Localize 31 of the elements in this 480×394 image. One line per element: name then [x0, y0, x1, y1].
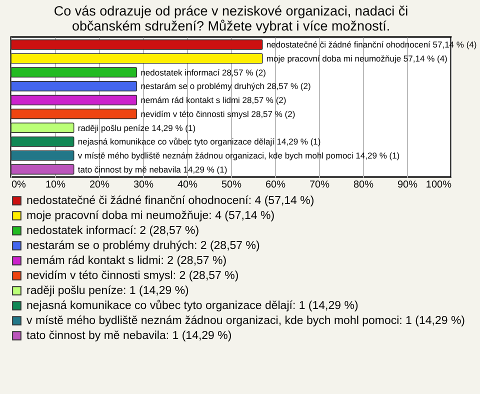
x-tick-label: 20% [89, 180, 110, 190]
legend-label: raději pošlu peníze: 1 (14,29 %) [26, 284, 190, 297]
data-label: nevidím v této činnosti smysl 28,57 % (2) [140, 108, 296, 119]
legend-label: moje pracovní doba mi neumožňuje: 4 (57,14 %) [26, 210, 275, 222]
chart-title: Co vás odrazuje od práce v neziskové organizaci, nadaci či občanském sdružení? Můžete vybrat i více možností. [54, 4, 408, 34]
data-label: nejasná komunikace co vůbec tyto organizace dělají 14,29 % (1) [78, 136, 321, 147]
legend-label: nejasná komunikace co vůbec tyto organizace dělají: 1 (14,29 %) [26, 298, 358, 312]
x-tick-label: 40% [177, 180, 198, 190]
legend-label: nestarám se o problémy druhých: 2 (28,57 %) [26, 240, 260, 252]
legend-label: nedostatečné či žádné finanční ohodnocení: 4 (57,14 %) [26, 194, 314, 207]
x-tick-label: 60% [265, 180, 286, 190]
legend-label: v místě mého bydliště neznám žádnou organizaci, kde bych mohl pomoci: 1 (14,29 %) [26, 314, 466, 327]
data-label: nestarám se o problémy druhých 28,57 % (2) [140, 81, 311, 92]
legend-label: nemám rád kontakt s lidmi: 2 (28,57 %) [26, 254, 227, 267]
legend-label: nevidím v této činnosti smysl: 2 (28,57 %) [26, 270, 239, 282]
data-label: tato činnost by mě nebavila 14,29 % (1) [78, 164, 228, 174]
x-tick-label: 100% [426, 180, 452, 190]
x-tick-label: 90% [397, 180, 418, 190]
data-label: moje pracovní doba mi neumožňuje 57,14 % (4) [266, 53, 448, 64]
legend-label: nedostatek informací: 2 (28,57 %) [26, 224, 200, 237]
x-tick-label: 70% [309, 180, 330, 190]
data-label: nemám rád kontakt s lidmi 28,57 % (2) [140, 95, 286, 106]
data-label: v místě mého bydliště neznám žádnou organizaci, kde bych mohl pomoci 14,29 % (1) [78, 150, 400, 161]
x-tick-label: 10% [45, 180, 66, 190]
x-tick-label: 80% [353, 180, 374, 190]
x-tick-label: 0% [12, 180, 26, 190]
legend-label: tato činnost by mě nebavila: 1 (14,29 %) [26, 330, 232, 342]
data-label: raději pošlu peníze 14,29 % (1) [78, 122, 196, 133]
x-tick-label: 30% [133, 180, 154, 190]
x-tick-label: 50% [221, 180, 242, 190]
data-label: nedostatek informací 28,57 % (2) [140, 67, 266, 78]
